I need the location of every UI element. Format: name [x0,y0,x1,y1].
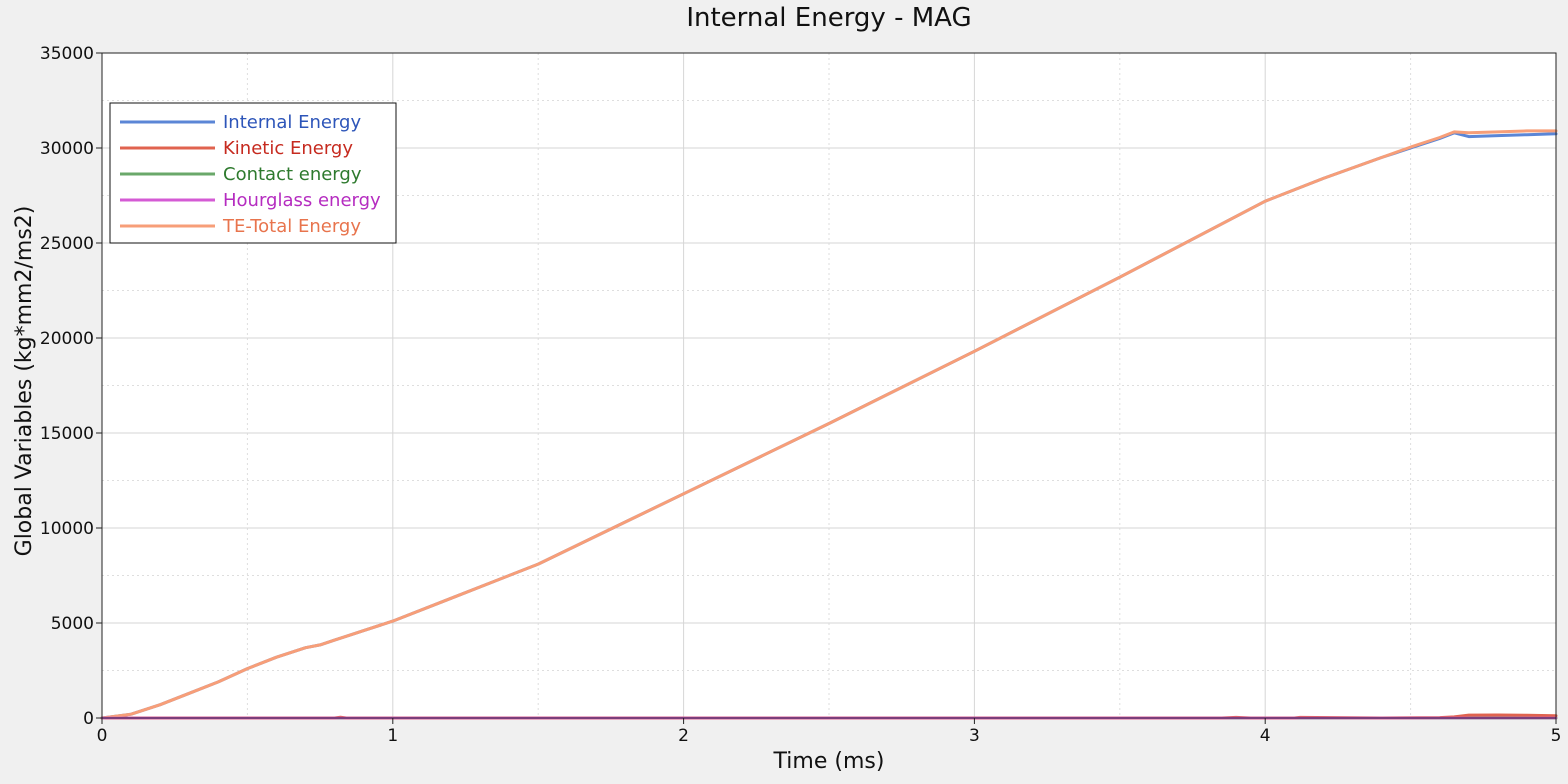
x-tick-label: 1 [387,726,398,746]
y-tick-label: 5000 [51,614,94,634]
chart-title: Internal Energy - MAG [686,3,971,33]
x-tick-label: 0 [97,726,108,746]
y-tick-label: 15000 [40,424,94,444]
x-axis-title: Time (ms) [773,749,885,774]
y-tick-label: 30000 [40,139,94,159]
y-tick-label: 25000 [40,234,94,254]
legend-label-internal-energy: Internal Energy [223,112,361,133]
legend-label-contact-energy: Contact energy [223,164,362,185]
grid [102,53,1556,718]
legend-label-kinetic-energy: Kinetic Energy [223,138,353,159]
y-tick-label: 20000 [40,329,94,349]
y-axis-title: Global Variables (kg*mm2/ms2) [12,206,37,557]
x-axis: 0 1 2 3 4 5 [97,718,1562,746]
legend-label-te-total-energy: TE-Total Energy [222,216,361,237]
y-tick-label: 10000 [40,519,94,539]
plot-frame [101,52,1557,719]
x-tick-label: 4 [1260,726,1271,746]
legend: Internal Energy Kinetic Energy Contact ene… [109,102,397,244]
x-tick-label: 5 [1551,726,1562,746]
y-tick-label: 0 [83,709,94,729]
y-axis: 0 5000 10000 15000 20000 25000 30000 35000 [40,44,102,729]
x-tick-label: 2 [678,726,689,746]
series-line-te-total-energy [100,129,1558,720]
legend-label-hourglass-energy: Hourglass energy [223,190,381,211]
y-tick-label: 35000 [40,44,94,64]
x-tick-label: 3 [969,726,980,746]
